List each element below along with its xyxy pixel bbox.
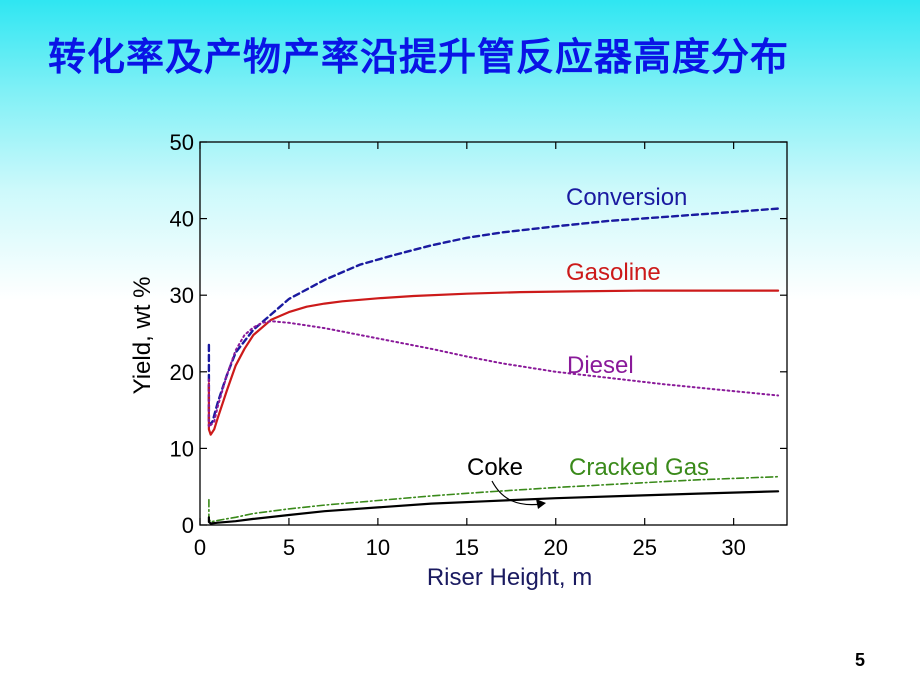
y-tick-label: 30 [170, 283, 194, 308]
y-tick-label: 20 [170, 360, 194, 385]
series-line-gasoline [207, 289, 780, 436]
y-tick-label: 50 [170, 130, 194, 155]
x-tick-label: 20 [544, 535, 568, 560]
x-axis-label: Riser Height, m [427, 564, 592, 591]
x-tick-label: 10 [366, 535, 390, 560]
slide-title: 转化率及产物产率沿提升管反应器高度分布 [48, 35, 790, 79]
annotation-gasoline: Gasoline [566, 259, 661, 286]
x-tick-label: 15 [455, 535, 479, 560]
series-line-diesel [207, 320, 780, 428]
annotation-diesel: Diesel [567, 352, 634, 379]
series-line-conversion [207, 207, 780, 427]
series-line-cracked-gas [208, 475, 779, 523]
x-tick-label: 30 [721, 535, 745, 560]
coke-leader-line [491, 480, 543, 506]
x-tick-label: 0 [194, 535, 206, 560]
annotation-cracked-gas: Cracked Gas [569, 454, 709, 481]
series-line-coke [207, 490, 780, 525]
annotation-conversion: Conversion [566, 184, 687, 211]
y-tick-label: 40 [170, 207, 194, 232]
y-axis-label: Yield, wt % [129, 277, 156, 395]
annotation-coke: Coke [467, 454, 523, 481]
y-tick-label: 10 [170, 436, 194, 461]
page-number: 5 [854, 650, 865, 670]
x-tick-label: 25 [632, 535, 656, 560]
plot-frame [199, 141, 788, 526]
y-tick-label: 0 [182, 513, 194, 538]
coke-leader-arrowhead [536, 499, 546, 509]
x-tick-label: 5 [283, 535, 295, 560]
